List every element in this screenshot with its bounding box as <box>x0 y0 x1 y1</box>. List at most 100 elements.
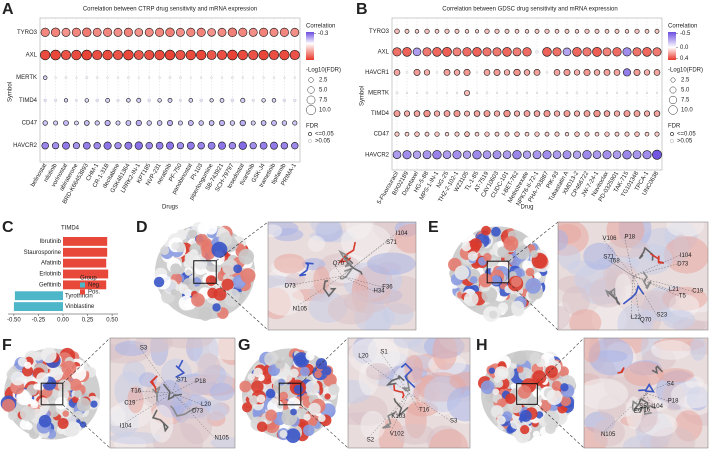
surface-patch <box>584 338 601 363</box>
bubble <box>209 98 214 103</box>
y-tick-label: TIMD4 <box>371 111 390 117</box>
surface-atom <box>80 421 87 428</box>
surface-atom <box>170 263 182 275</box>
surface-patch <box>449 371 470 391</box>
bubble <box>545 91 549 95</box>
surface-patch <box>365 362 391 380</box>
residue-label: T5 <box>679 293 687 299</box>
surface-patch <box>134 338 174 353</box>
surface-atom <box>287 397 301 411</box>
bubble <box>175 27 185 37</box>
bubble <box>50 49 61 61</box>
bubble <box>405 91 409 95</box>
surface-patch <box>210 436 235 448</box>
residue-label: K103 <box>391 414 406 420</box>
surface-atom <box>308 402 321 416</box>
bubble <box>562 150 572 160</box>
ligand-stick <box>382 411 397 429</box>
bubble <box>502 150 512 159</box>
bubble <box>556 92 558 94</box>
interaction <box>633 392 647 412</box>
bubble <box>483 110 491 117</box>
bubble <box>82 141 91 150</box>
surface-atom <box>545 365 558 378</box>
bubble <box>293 76 296 79</box>
docking-panel: D73 S71 Q70 H34 I104 N105 F36 D <box>136 219 417 331</box>
x-tick-label: 0.25 <box>82 318 94 324</box>
zoom-frame <box>583 337 709 449</box>
bubble <box>281 120 288 126</box>
bubble <box>157 98 162 103</box>
bubble <box>604 29 610 34</box>
surface-patch <box>670 381 708 409</box>
bubble <box>82 27 92 38</box>
bar <box>13 302 64 311</box>
bubble <box>562 47 572 57</box>
bubble <box>393 69 401 76</box>
bubble <box>464 29 470 34</box>
surface-atom <box>279 429 288 439</box>
bubble <box>124 141 133 150</box>
colorbar-tick-label: -0.3 <box>318 31 329 37</box>
bubble <box>292 120 298 126</box>
fdr-legend-label: >0.05 <box>677 139 693 145</box>
y-tick-label: CD47 <box>22 121 38 127</box>
surface-atom <box>497 241 504 248</box>
bubble <box>187 120 194 126</box>
size-legend-circle <box>308 77 314 83</box>
surface-atom <box>226 288 240 303</box>
bubble <box>622 47 632 57</box>
surface-patch <box>329 266 360 284</box>
bubble <box>413 68 421 76</box>
bubble <box>533 69 541 76</box>
bubble <box>563 110 571 117</box>
bubble <box>220 76 224 79</box>
bubble <box>279 27 289 37</box>
surface-patch <box>367 252 416 275</box>
bubble <box>633 110 641 117</box>
bubble <box>147 98 151 103</box>
surface-atom <box>233 264 242 274</box>
surface-atom <box>253 408 263 418</box>
surface-atom <box>285 428 301 443</box>
bubble <box>63 120 69 126</box>
interaction <box>292 275 343 310</box>
residue-label: P18 <box>195 379 206 385</box>
surface-atom <box>461 241 472 252</box>
surface-atom <box>496 415 506 425</box>
surface-patch <box>268 284 305 316</box>
surface-patch <box>360 410 386 441</box>
bubble <box>229 120 235 126</box>
bubble <box>105 98 110 103</box>
zoom-line <box>216 283 269 331</box>
bubble <box>71 49 82 61</box>
residue-label: N105 <box>293 307 308 313</box>
bubble <box>199 98 203 103</box>
surface-atom <box>303 424 315 437</box>
surface-patch <box>313 266 330 294</box>
bubble <box>72 142 80 150</box>
bubble <box>535 50 539 54</box>
bar <box>63 258 107 268</box>
bubble <box>586 92 588 94</box>
surface-atom <box>314 370 322 379</box>
bubble <box>622 150 632 160</box>
surface-atom <box>535 411 544 419</box>
size-legend-circle <box>307 86 315 94</box>
bubble <box>81 49 93 61</box>
bubble <box>493 68 501 76</box>
bubble <box>654 28 660 34</box>
interaction <box>408 392 420 411</box>
bubble <box>231 76 234 80</box>
surface-atom <box>66 415 77 426</box>
surface-atom <box>239 380 252 393</box>
bubble <box>144 27 154 37</box>
bubble <box>515 91 519 95</box>
surface-patch <box>429 428 469 448</box>
interaction <box>124 392 173 403</box>
surface-atom <box>197 222 210 235</box>
surface-atom <box>532 388 541 398</box>
bubble <box>505 91 509 95</box>
interaction <box>645 383 667 394</box>
